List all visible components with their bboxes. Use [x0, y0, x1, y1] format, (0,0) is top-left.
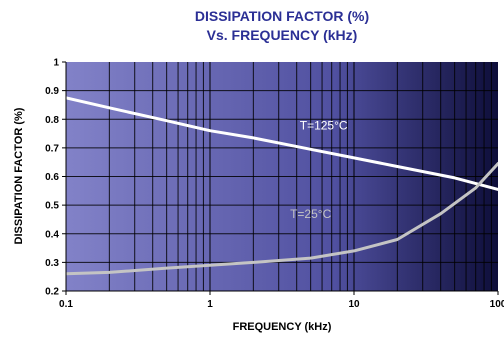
curve-labels: T=125°C T=25°C — [290, 118, 348, 221]
series-label: T=125°C — [300, 118, 348, 132]
y-tick-label: 0.8 — [45, 115, 59, 126]
y-tick-label: 0.6 — [45, 172, 59, 183]
grid — [66, 62, 498, 291]
chart-title: DISSIPATION FACTOR (%) — [194, 8, 370, 24]
y-tick-label: 0.7 — [45, 143, 59, 154]
series-line — [66, 96, 498, 191]
y-axis-label: DISSIPATION FACTOR (%) — [13, 107, 25, 244]
series-label: T=25°C — [290, 207, 331, 221]
y-tick-label: 0.3 — [45, 258, 59, 269]
y-tick-label: 0.2 — [45, 287, 59, 298]
y-tick-label: 0.5 — [45, 201, 59, 212]
x-tick-label: 10 — [348, 299, 360, 310]
x-tick-labels: 0.1 1 10 100 — [59, 291, 504, 310]
x-axis-label: FREQUENCY (kHz) — [233, 321, 332, 333]
y-tick-label: 0.4 — [45, 229, 59, 240]
y-tick-labels: 0.2 0.3 0.4 0.5 0.6 0.7 0.8 0.9 1 — [45, 58, 66, 298]
series-line — [66, 162, 498, 276]
y-tick-label: 0.9 — [45, 86, 59, 97]
x-tick-label: 0.1 — [59, 299, 73, 310]
chart-subtitle: Vs. FREQUENCY (kHz) — [206, 27, 358, 43]
x-tick-label: 1 — [207, 299, 213, 310]
series-layer — [66, 96, 498, 276]
y-tick-label: 1 — [53, 58, 59, 69]
x-tick-label: 100 — [490, 299, 504, 310]
